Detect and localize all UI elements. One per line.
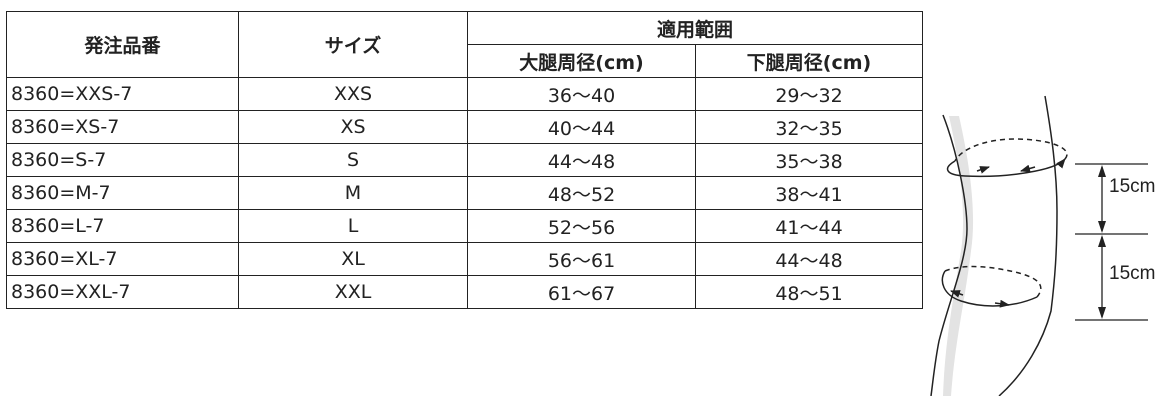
size-chart-table: 発注品番 サイズ 適用範囲 大腿周径(cm) 下腿周径(cm) 8360=XXS… xyxy=(6,11,923,309)
thigh-range-cell: 52〜56 xyxy=(467,209,696,243)
leg-outline-right xyxy=(998,95,1058,396)
leg-shadow xyxy=(943,116,974,396)
thigh-range-cell: 61〜67 xyxy=(467,275,696,309)
table-row: 8360=XXL-7 XXL 61〜67 48〜51 xyxy=(6,275,923,309)
thigh-arrow xyxy=(976,166,990,174)
lower-distance-label: 15cm xyxy=(1109,263,1155,284)
table-row: 8360=XL-7 XL 56〜61 44〜48 xyxy=(6,242,923,276)
calf-range-cell: 35〜38 xyxy=(695,143,923,177)
product-code-cell: 8360=L-7 xyxy=(6,209,239,243)
thigh-range-cell: 56〜61 xyxy=(467,242,696,276)
calf-loop-front xyxy=(941,270,1038,307)
table-row: 8360=XXS-7 XXS 36〜40 29〜32 xyxy=(6,77,923,111)
calf-range-cell: 44〜48 xyxy=(695,242,923,276)
size-cell: XS xyxy=(238,110,468,144)
product-code-cell: 8360=XXL-7 xyxy=(6,275,239,309)
calf-arrow-left xyxy=(950,290,964,298)
size-cell: L xyxy=(238,209,468,243)
size-cell: XL xyxy=(238,242,468,276)
upper-arrowhead-bottom xyxy=(1098,221,1106,233)
size-cell: XXL xyxy=(238,275,468,309)
thigh-range-cell: 44〜48 xyxy=(467,143,696,177)
calf-range-cell: 38〜41 xyxy=(695,176,923,210)
header-size: サイズ xyxy=(238,11,468,78)
calf-range-cell: 48〜51 xyxy=(695,275,923,309)
calf-range-cell: 41〜44 xyxy=(695,209,923,243)
product-code-cell: 8360=M-7 xyxy=(6,176,239,210)
table-row: 8360=S-7 S 44〜48 35〜38 xyxy=(6,143,923,177)
product-code-cell: 8360=XL-7 xyxy=(6,242,239,276)
calf-loop-back xyxy=(944,265,1042,298)
size-cell: S xyxy=(238,143,468,177)
calf-range-cell: 29〜32 xyxy=(695,77,923,111)
leg-outline-left xyxy=(930,114,968,396)
header-applicable-range: 適用範囲 xyxy=(467,11,923,45)
calf-range-cell: 32〜35 xyxy=(695,110,923,144)
calf-arrow-right xyxy=(994,299,1010,308)
header-product-code: 発注品番 xyxy=(6,11,239,78)
upper-arrowhead-top xyxy=(1098,165,1106,177)
lower-arrowhead-bottom xyxy=(1098,307,1106,319)
table-row: 8360=M-7 M 48〜52 38〜41 xyxy=(6,176,923,210)
product-code-cell: 8360=XS-7 xyxy=(6,110,239,144)
thigh-loop-back xyxy=(954,138,1068,162)
size-cell: M xyxy=(238,176,468,210)
thigh-range-cell: 36〜40 xyxy=(467,77,696,111)
thigh-range-cell: 48〜52 xyxy=(467,176,696,210)
thigh-range-cell: 40〜44 xyxy=(467,110,696,144)
lower-arrowhead-top xyxy=(1098,235,1106,247)
product-code-cell: 8360=S-7 xyxy=(6,143,239,177)
header-calf-circumference: 下腿周径(cm) xyxy=(695,44,923,78)
leg-measurement-diagram: 15cm 15cm xyxy=(915,11,1155,396)
thigh-arrow-right xyxy=(1020,164,1036,173)
thigh-loop-front xyxy=(946,158,1066,178)
size-cell: XXS xyxy=(238,77,468,111)
upper-distance-label: 15cm xyxy=(1109,176,1155,197)
table-row: 8360=XS-7 XS 40〜44 32〜35 xyxy=(6,110,923,144)
product-code-cell: 8360=XXS-7 xyxy=(6,77,239,111)
header-thigh-circumference: 大腿周径(cm) xyxy=(467,44,696,78)
table-row: 8360=L-7 L 52〜56 41〜44 xyxy=(6,209,923,243)
